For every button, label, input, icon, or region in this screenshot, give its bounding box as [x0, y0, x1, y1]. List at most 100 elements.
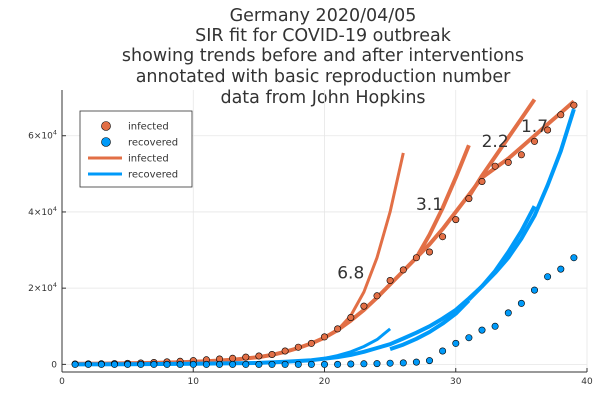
infected-point — [557, 111, 565, 119]
legend-marker-recovered — [101, 137, 111, 147]
y-tick-label: 6×104 — [28, 129, 57, 142]
legend-label: infected — [128, 154, 169, 165]
recovered-point — [557, 265, 565, 273]
x-tick-label: 40 — [581, 377, 593, 387]
infected-point — [412, 254, 420, 262]
x-tick-label: 20 — [319, 377, 331, 387]
recovered-point — [84, 360, 92, 368]
recovered-point — [281, 360, 289, 368]
infected-point — [386, 276, 394, 284]
infected-point — [425, 248, 433, 256]
infected-point — [530, 137, 538, 145]
recovered-point — [202, 360, 210, 368]
chart-title: Germany 2020/04/05 SIR fit for COVID-19 … — [122, 6, 524, 108]
infected-point — [320, 333, 328, 341]
r0-label: 3.1 — [416, 195, 443, 215]
r0-annotations: 6.8 3.1 2.2 1.7 — [337, 117, 548, 284]
recovered-point — [465, 334, 473, 342]
infected-point — [465, 195, 473, 203]
recovered-point — [189, 360, 197, 368]
recovered-point — [478, 326, 486, 334]
x-tick-label: 10 — [188, 377, 200, 387]
infected-point — [478, 178, 486, 186]
legend-label: recovered — [128, 170, 178, 181]
data-points — [71, 101, 578, 368]
x-tick-label: 30 — [450, 377, 462, 387]
y-tick-label: 2×104 — [28, 281, 57, 294]
infected-point — [268, 350, 276, 358]
y-tick-label: 4×104 — [28, 205, 57, 218]
recovered-point — [97, 360, 105, 368]
infected-point — [373, 292, 381, 300]
infected-point — [229, 354, 237, 362]
chart-title-line-5: data from John Hopkins — [220, 88, 425, 108]
recovered-point — [491, 322, 499, 330]
infected-point — [360, 302, 368, 310]
recovered-point — [386, 359, 394, 367]
segment-fit-line-9 — [467, 205, 537, 302]
recovered-point — [399, 359, 407, 367]
recovered-point — [268, 360, 276, 368]
infected-point — [399, 266, 407, 274]
recovered-point — [544, 273, 552, 281]
recovered-point — [504, 309, 512, 317]
infected-point — [439, 233, 447, 241]
segment-fit-line-7 — [311, 327, 392, 362]
r0-label: 6.8 — [337, 264, 364, 284]
recovered-point — [150, 360, 158, 368]
recovered-point — [307, 360, 315, 368]
infected-point — [307, 339, 315, 347]
infected-point — [281, 347, 289, 355]
recovered-point — [570, 254, 578, 262]
recovered-point — [439, 347, 447, 355]
recovered-point — [163, 360, 171, 368]
infected-point — [242, 353, 250, 361]
recovered-point — [176, 360, 184, 368]
legend: infected recovered infected recovered — [79, 110, 193, 188]
infected-point — [347, 313, 355, 321]
infected-point — [517, 151, 525, 159]
recovered-point — [517, 299, 525, 307]
chart-title-line-3: showing trends before and after interven… — [122, 46, 524, 66]
recovered-point — [452, 339, 460, 347]
recovered-point — [229, 360, 237, 368]
r0-label: 1.7 — [521, 117, 548, 137]
infected-point — [452, 216, 460, 224]
recovered-point — [425, 357, 433, 365]
chart-title-line-4: annotated with basic reproduction number — [136, 67, 511, 87]
infected-point — [491, 162, 499, 170]
recovered-point — [320, 360, 328, 368]
recovered-point — [334, 360, 342, 368]
x-tick-label: 0 — [59, 377, 65, 387]
recovered-point — [111, 360, 119, 368]
recovered-point — [294, 360, 302, 368]
recovered-point — [242, 360, 250, 368]
infected-point — [570, 101, 578, 109]
infected-point — [255, 352, 263, 360]
recovered-point — [216, 360, 224, 368]
recovered-point — [360, 360, 368, 368]
infected-point — [334, 325, 342, 333]
chart-title-line-2: SIR fit for COVID-19 outbreak — [195, 26, 452, 46]
recovered-point — [373, 360, 381, 368]
recovered-point — [530, 286, 538, 294]
recovered-point — [255, 360, 263, 368]
recovered-point — [71, 360, 79, 368]
segment-fit-line-4 — [414, 144, 471, 259]
r0-label: 2.2 — [482, 132, 509, 152]
axes: 0 10 20 30 40 0 2×104 4×104 6×104 — [28, 90, 593, 387]
legend-label: infected — [128, 122, 169, 133]
recovered-point — [412, 358, 420, 366]
recovered-point — [137, 360, 145, 368]
recovered-point — [347, 360, 355, 368]
segment-fit-line-8 — [389, 298, 471, 351]
legend-marker-infected — [101, 121, 111, 131]
legend-label: recovered — [128, 138, 178, 149]
recovered-point — [124, 360, 132, 368]
infected-point — [504, 158, 512, 166]
infected-point — [294, 343, 302, 351]
infected-point — [544, 126, 552, 134]
y-tick-label: 0 — [51, 360, 57, 370]
chart-title-line-1: Germany 2020/04/05 — [230, 6, 417, 26]
